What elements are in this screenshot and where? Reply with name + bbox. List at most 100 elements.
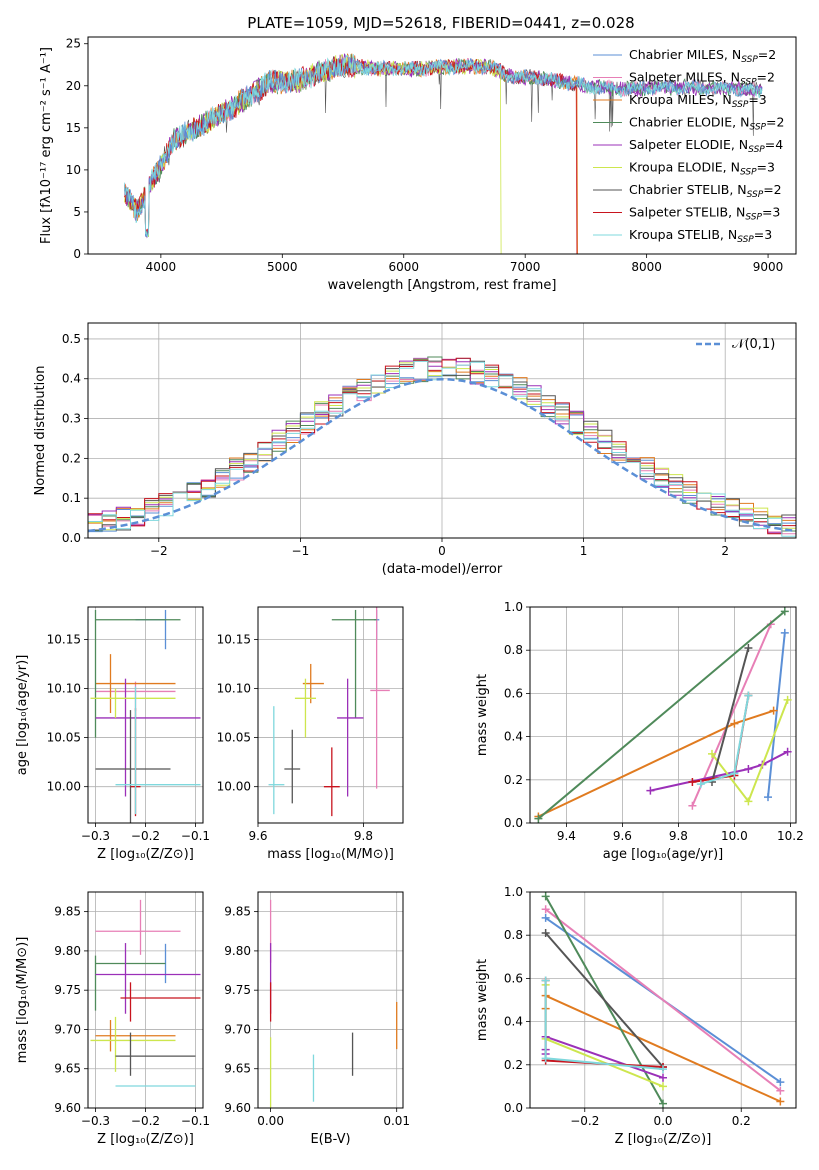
- weight-series: [691, 623, 772, 807]
- residuals-axes: −2 −1 0 1 2 0.0 0.1 0.2 0.3 0.4 0.5 (data-model)/er…: [33, 322, 797, 577]
- weight-marker: [659, 1099, 667, 1108]
- weight-marker: [744, 644, 753, 653]
- y-tick-label: 0.2: [504, 773, 523, 787]
- weight-series: [544, 980, 664, 1068]
- x-tick-label: 5000: [267, 260, 298, 274]
- y-axis-label: mass weight: [475, 674, 490, 756]
- x-tick-label: 0: [438, 544, 446, 558]
- weight-series: [544, 980, 664, 1071]
- y-tick-label: 0.0: [62, 531, 81, 545]
- x-tick-label: 10.0: [721, 829, 748, 843]
- weight-marker: [769, 706, 778, 715]
- legend-entry: Chabrier ELODIE, NSSP=2: [629, 115, 784, 133]
- weight-series: [544, 1035, 664, 1079]
- y-axis-label: Normed distribution: [33, 366, 48, 496]
- weight-marker: [688, 777, 697, 786]
- y-axis-label: age [log₁₀(age/yr)]: [15, 655, 30, 776]
- y-tick-label: 0.5: [62, 332, 81, 346]
- weight-marker: [730, 769, 739, 778]
- y-tick-label: 0.6: [504, 971, 523, 985]
- legend-entry: Kroupa STELIB, NSSP=3: [629, 227, 772, 245]
- y-tick-label: 9.85: [54, 905, 81, 919]
- y-axis-label: mass weight: [475, 959, 490, 1041]
- x-axis-label: Z [log₁₀(Z/Z⊙)]: [97, 1132, 194, 1147]
- weight-series: [544, 908, 782, 1092]
- y-tick-label: 9.60: [54, 1101, 81, 1115]
- y-tick-label: 0.8: [504, 928, 523, 942]
- weight-series: [537, 709, 774, 818]
- y-tick-label: 10.05: [217, 731, 251, 745]
- spectrum-series: [124, 57, 763, 238]
- x-tick-label: −0.3: [81, 1114, 110, 1128]
- legend-entry: Salpeter MILES, NSSP=2: [629, 70, 775, 88]
- weight-marker: [541, 905, 550, 914]
- y-tick-label: 9.80: [224, 944, 251, 958]
- weight-vs-Z-axes: −0.2 0.0 0.2 0.0 0.2 0.4 0.6 0.8 1.0 Z [log₁₀(Z/Z…: [475, 885, 797, 1147]
- mass-vs-EBV-frame: [257, 891, 404, 1109]
- weight-marker: [541, 929, 550, 938]
- weight-marker: [730, 719, 739, 728]
- mass-vs-EBV-axes: 0.00 0.01 9.60 9.65 9.70 9.75 9.80 9.85 E(B-V): [224, 891, 410, 1147]
- y-tick-label: 5: [73, 205, 81, 219]
- weight-vs-age-frame: [529, 606, 797, 824]
- weight-marker: [541, 976, 550, 985]
- y-tick-label: 9.65: [54, 1062, 81, 1076]
- weight-marker: [780, 607, 789, 616]
- y-tick-label: 9.70: [224, 1022, 251, 1036]
- weight-marker: [696, 780, 705, 789]
- age-vs-mass-frame: [257, 606, 404, 824]
- weight-marker: [780, 628, 789, 637]
- spectrum-axes: 4000 5000 6000 7000 8000 9000 0 5 10 15 20 25 wavele…: [39, 36, 797, 293]
- x-tick-label: −0.2: [131, 1114, 160, 1128]
- x-tick-label: 9.8: [354, 829, 373, 843]
- y-tick-label: 0.4: [504, 1015, 523, 1029]
- y-tick-label: 0.1: [62, 491, 81, 505]
- y-tick-label: 10.10: [217, 681, 251, 695]
- x-tick-label: 1: [580, 544, 588, 558]
- chart-panels: 4000 5000 6000 7000 8000 90000510152025wavele…: [15, 36, 804, 1147]
- histogram-series: [88, 357, 796, 535]
- weight-marker: [776, 1078, 785, 1087]
- x-tick-label: 8000: [631, 260, 662, 274]
- x-tick-label: 9.6: [248, 829, 267, 843]
- legend-entry: Chabrier MILES, NSSP=2: [629, 47, 776, 65]
- x-tick-label: 9.8: [669, 829, 688, 843]
- weight-marker: [744, 797, 753, 806]
- y-tick-label: 0.0: [504, 1101, 523, 1115]
- x-tick-label: 7000: [510, 260, 541, 274]
- y-tick-label: 0.3: [62, 412, 81, 426]
- x-axis-label: mass [log₁₀(M/M⊙)]: [267, 847, 394, 862]
- x-tick-label: 0.00: [257, 1114, 284, 1128]
- legend-entry: Chabrier STELIB, NSSP=2: [629, 182, 782, 200]
- y-tick-label: 1.0: [504, 600, 523, 614]
- weight-series: [544, 932, 664, 1068]
- x-axis-label: (data-model)/error: [382, 562, 503, 577]
- x-tick-label: 2: [721, 544, 729, 558]
- legend-entry: 𝒩(0,1): [732, 337, 775, 352]
- y-tick-label: 20: [66, 79, 81, 93]
- weight-marker: [688, 801, 697, 810]
- weight-marker: [541, 1054, 550, 1063]
- y-tick-label: 0.6: [504, 686, 523, 700]
- x-tick-label: 10.2: [777, 829, 804, 843]
- weight-series: [650, 750, 789, 792]
- weight-marker: [541, 892, 550, 901]
- legend-entry: Salpeter ELODIE, NSSP=4: [629, 137, 783, 155]
- weight-series: [537, 610, 786, 820]
- weight-vs-age-axes: 9.4 9.6 9.8 10.0 10.2 0.0 0.2 0.4 0.6 0.8 1.0 age […: [475, 600, 804, 862]
- y-tick-label: 10.00: [217, 780, 251, 794]
- y-tick-label: 10.15: [217, 632, 251, 646]
- figure-title: PLATE=1059, MJD=52618, FIBERID=0441, z=0…: [247, 14, 634, 32]
- y-tick-label: 9.75: [54, 983, 81, 997]
- weight-marker: [764, 793, 772, 802]
- y-axis-label: Flux [fλ10⁻¹⁷ erg cm⁻² s⁻¹ A⁻¹]: [39, 47, 54, 244]
- weight-vs-Z-frame: [529, 891, 797, 1109]
- y-tick-label: 10.05: [47, 731, 81, 745]
- x-tick-label: 4000: [146, 260, 177, 274]
- age-vs-Z-axes: −0.3 −0.2 −0.1 10.00 10.05 10.10 10.15 Z [log₁₀…: [15, 606, 210, 862]
- y-tick-label: 10.15: [47, 632, 81, 646]
- histogram-series: [88, 360, 796, 537]
- y-tick-label: 10: [66, 163, 81, 177]
- weight-series: [711, 647, 750, 783]
